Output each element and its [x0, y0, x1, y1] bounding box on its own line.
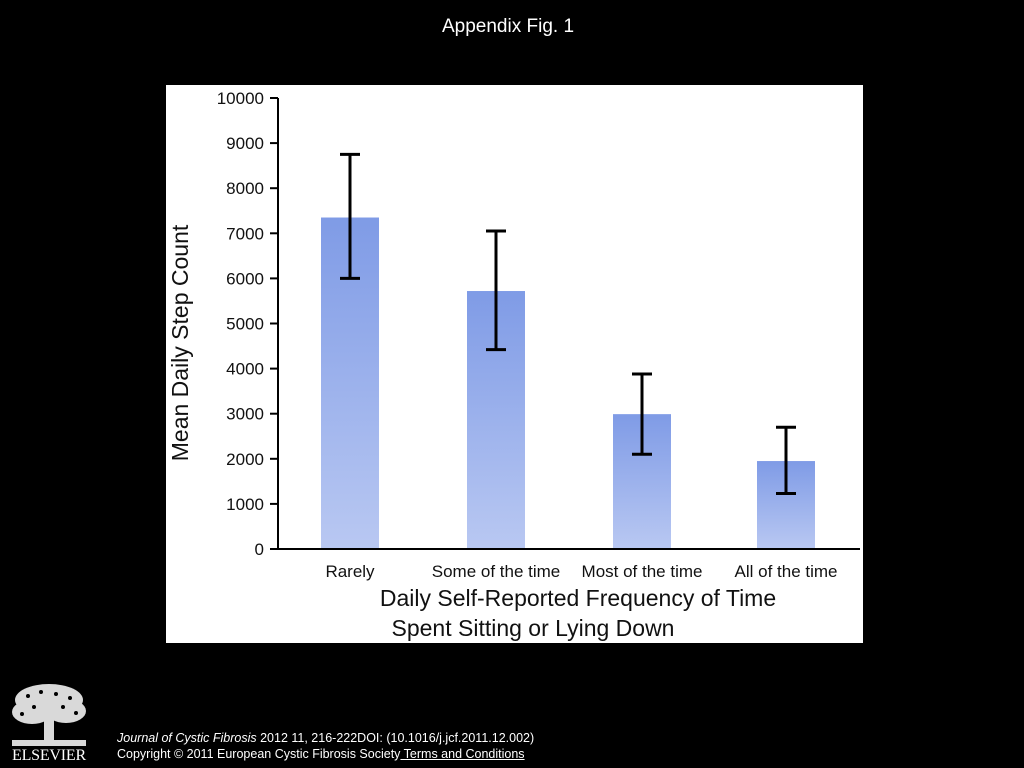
elsevier-wordmark: ELSEVIER [12, 747, 86, 764]
y-tick-label-8: 8000 [226, 179, 264, 198]
y-tick-label-3: 3000 [226, 405, 264, 424]
x-tick-label-2: Most of the time [582, 562, 703, 581]
y-tick-label-6: 6000 [226, 269, 264, 288]
x-axis-label-line-2: Spent Sitting or Lying Down [392, 615, 675, 641]
journal-name: Journal of Cystic Fibrosis [117, 731, 257, 745]
y-tick-label-0: 0 [255, 540, 264, 559]
y-tick-label-5: 5000 [226, 315, 264, 334]
terms-and-conditions-link[interactable]: Terms and Conditions [400, 747, 525, 761]
y-tick-label-2: 2000 [226, 450, 264, 469]
x-tick-label-3: All of the time [735, 562, 838, 581]
x-tick-label-0: Rarely [325, 562, 375, 581]
copyright-text: Copyright © 2011 European Cystic Fibrosi… [117, 747, 401, 761]
x-axis-label-line-1: Daily Self-Reported Frequency of Time [380, 585, 776, 611]
chart-panel: 0 1000 2000 3000 4000 5000 6000 7000 8000 9000 100… [166, 85, 863, 643]
y-tick-label-4: 4000 [226, 360, 264, 379]
slide-title: Appendix Fig. 1 [441, 16, 575, 37]
bar-chart: 0 1000 2000 3000 4000 5000 6000 7000 8000 9000 100… [167, 89, 860, 641]
x-tick-label-1: Some of the time [432, 562, 561, 581]
journal-reference: 2012 11, 216-222DOI: (10.1016/j.jcf.2011… [256, 731, 535, 745]
y-axis-label: Mean Daily Step Count [167, 224, 193, 461]
y-tick-label-7: 7000 [226, 224, 264, 243]
citation: Journal of Cystic Fibrosis 2012 11, 216-… [117, 730, 534, 762]
elsevier-tree-logo [12, 684, 86, 746]
y-tick-label-10: 10000 [217, 89, 264, 108]
y-tick-label-9: 9000 [226, 134, 264, 153]
y-tick-label-1: 1000 [226, 495, 264, 514]
